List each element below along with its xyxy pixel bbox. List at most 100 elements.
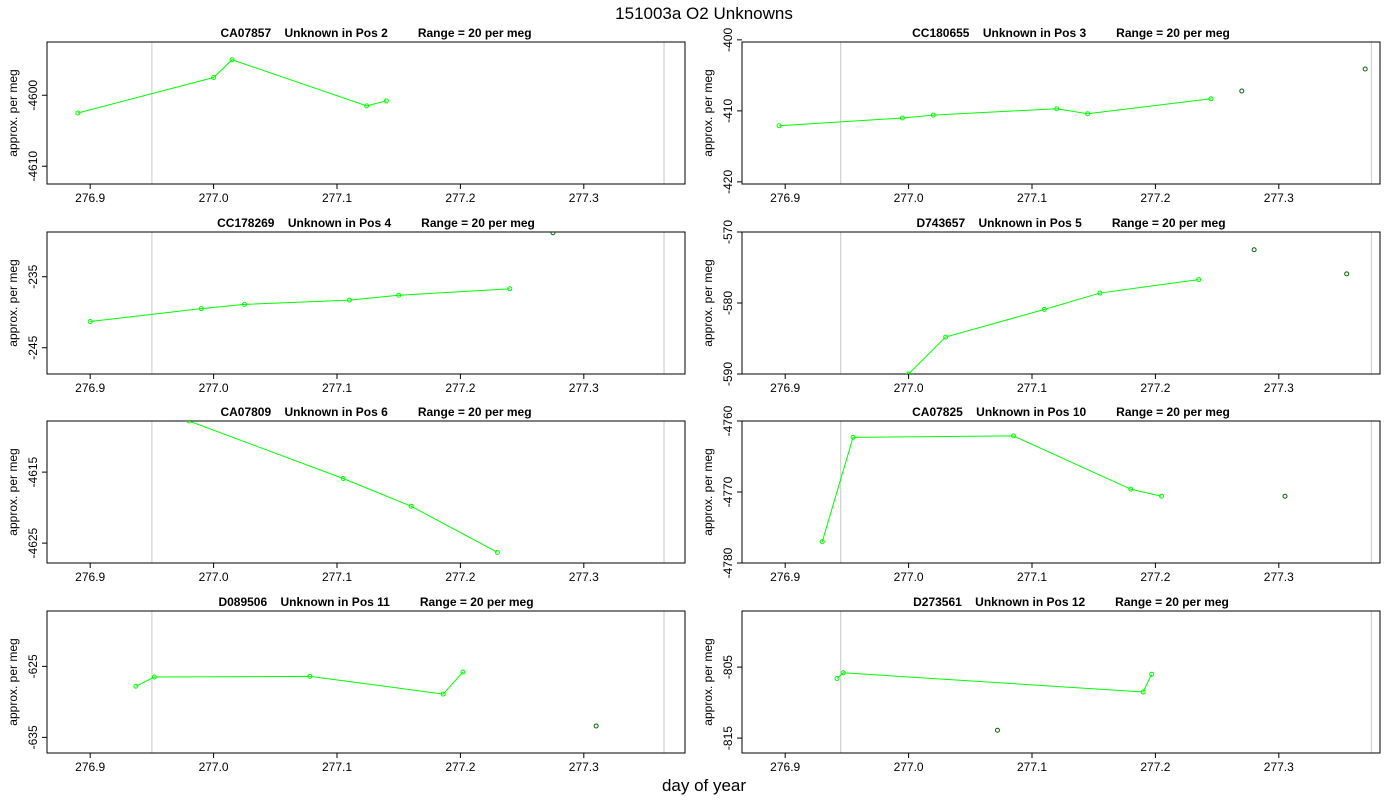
data-point	[819, 539, 825, 545]
x-tick-label: 277.2	[1140, 570, 1170, 584]
data-point	[834, 675, 840, 681]
data-point	[1159, 493, 1165, 499]
x-tick-label: 277.0	[199, 570, 229, 584]
plot-frame	[741, 41, 1381, 185]
panel-title: CA07857 Unknown in Pos 2 Range = 20 per …	[220, 26, 531, 40]
plot-frame	[46, 610, 686, 754]
data-point	[1041, 306, 1047, 312]
data-point	[133, 683, 139, 689]
panel-title: D743657 Unknown in Pos 5 Range = 20 per …	[916, 216, 1225, 230]
panel-5: CA07809 Unknown in Pos 6 Range = 20 per …	[6, 405, 686, 584]
x-tick-label: 277.1	[1017, 570, 1047, 584]
plot-area	[87, 232, 556, 324]
y-axis-label: approx. per meg	[701, 638, 715, 725]
y-tick-label: -4610	[26, 151, 40, 182]
panel-title: D273561 Unknown in Pos 12 Range = 20 per…	[913, 595, 1229, 609]
x-tick-label: 276.9	[75, 760, 105, 774]
data-point	[1097, 290, 1103, 296]
data-point	[840, 670, 846, 676]
y-axis-label: approx. per meg	[6, 259, 20, 346]
series-line	[778, 98, 1211, 127]
plot-area	[75, 57, 389, 116]
plot-frame	[46, 420, 686, 564]
plot-area	[834, 670, 1155, 733]
x-tick-label: 277.1	[1017, 760, 1047, 774]
x-tick-label: 277.3	[569, 381, 599, 395]
x-tick-label: 276.9	[770, 381, 800, 395]
x-tick-label: 277.1	[322, 381, 352, 395]
data-point	[1208, 96, 1214, 102]
y-axis-label: approx. per meg	[701, 259, 715, 346]
data-point	[1128, 486, 1134, 492]
extra-point	[1282, 493, 1288, 499]
y-tick-label: -570	[721, 220, 735, 244]
panel-7: D089506 Unknown in Pos 11 Range = 20 per…	[6, 595, 686, 774]
series-line	[188, 421, 498, 553]
data-point	[494, 549, 500, 555]
y-tick-label: -4780	[721, 547, 735, 578]
x-tick-label: 277.3	[569, 570, 599, 584]
y-tick-label: -805	[721, 655, 735, 679]
figure-title: 151003a O2 Unknowns	[615, 4, 793, 23]
y-axis-label: approx. per meg	[701, 69, 715, 156]
plot-frame	[741, 420, 1381, 564]
x-tick-label: 277.3	[1264, 570, 1294, 584]
plot-frame	[46, 41, 686, 185]
y-axis-label: approx. per meg	[6, 448, 20, 535]
y-tick-label: -410	[721, 99, 735, 123]
y-tick-label: -420	[721, 170, 735, 194]
data-point	[307, 673, 313, 679]
data-point	[1149, 671, 1155, 677]
x-tick-label: 277.2	[445, 191, 475, 205]
x-tick-label: 277.3	[569, 191, 599, 205]
data-point	[87, 318, 93, 324]
extra-point	[1251, 247, 1257, 253]
y-tick-label: -4770	[721, 476, 735, 507]
x-tick-label: 277.3	[1264, 191, 1294, 205]
y-tick-label: -4760	[721, 405, 735, 436]
series-line	[836, 672, 1153, 693]
panel-title: D089506 Unknown in Pos 11 Range = 20 per…	[218, 595, 533, 609]
x-tick-label: 277.0	[894, 760, 924, 774]
y-tick-label: -235	[26, 264, 40, 288]
x-tick-label: 277.1	[322, 191, 352, 205]
panel-title: CA07825 Unknown in Pos 10 Range = 20 per…	[912, 405, 1230, 419]
panel-6: CA07825 Unknown in Pos 10 Range = 20 per…	[701, 405, 1381, 584]
x-tick-label: 277.0	[199, 191, 229, 205]
data-point	[340, 476, 346, 482]
panel-3: CC178269 Unknown in Pos 4 Range = 20 per…	[6, 216, 686, 395]
panel-2: CC180655 Unknown in Pos 3 Range = 20 per…	[701, 26, 1381, 205]
x-tick-label: 276.9	[770, 570, 800, 584]
x-tick-label: 276.9	[75, 570, 105, 584]
data-point	[346, 297, 352, 303]
data-point	[507, 286, 513, 292]
panel-1: CA07857 Unknown in Pos 2 Range = 20 per …	[6, 26, 686, 205]
extra-point	[1344, 271, 1350, 277]
x-tick-label: 277.1	[322, 760, 352, 774]
panel-title: CC180655 Unknown in Pos 3 Range = 20 per…	[912, 26, 1230, 40]
y-axis-label: approx. per meg	[6, 69, 20, 156]
extra-point	[1362, 66, 1368, 72]
data-point	[198, 306, 204, 312]
data-point	[460, 669, 466, 675]
x-tick-label: 277.1	[322, 570, 352, 584]
panel-8: D273561 Unknown in Pos 12 Range = 20 per…	[701, 595, 1381, 774]
x-tick-label: 277.2	[445, 570, 475, 584]
panel-title: CA07809 Unknown in Pos 6 Range = 20 per …	[220, 405, 531, 419]
x-tick-label: 277.2	[445, 760, 475, 774]
x-tick-label: 277.2	[1140, 191, 1170, 205]
data-point	[75, 110, 81, 116]
y-axis-label: approx. per meg	[6, 638, 20, 725]
y-tick-label: -245	[26, 335, 40, 359]
x-tick-label: 277.0	[894, 191, 924, 205]
data-point	[241, 301, 247, 307]
y-tick-label: -4625	[26, 527, 40, 558]
plot-frame	[741, 231, 1381, 375]
extra-point	[593, 723, 599, 729]
x-axis-label: day of year	[662, 776, 746, 795]
data-point	[850, 434, 856, 440]
data-point	[211, 75, 217, 80]
data-point	[396, 292, 402, 298]
plot-area	[819, 433, 1288, 545]
series-line	[90, 288, 510, 322]
